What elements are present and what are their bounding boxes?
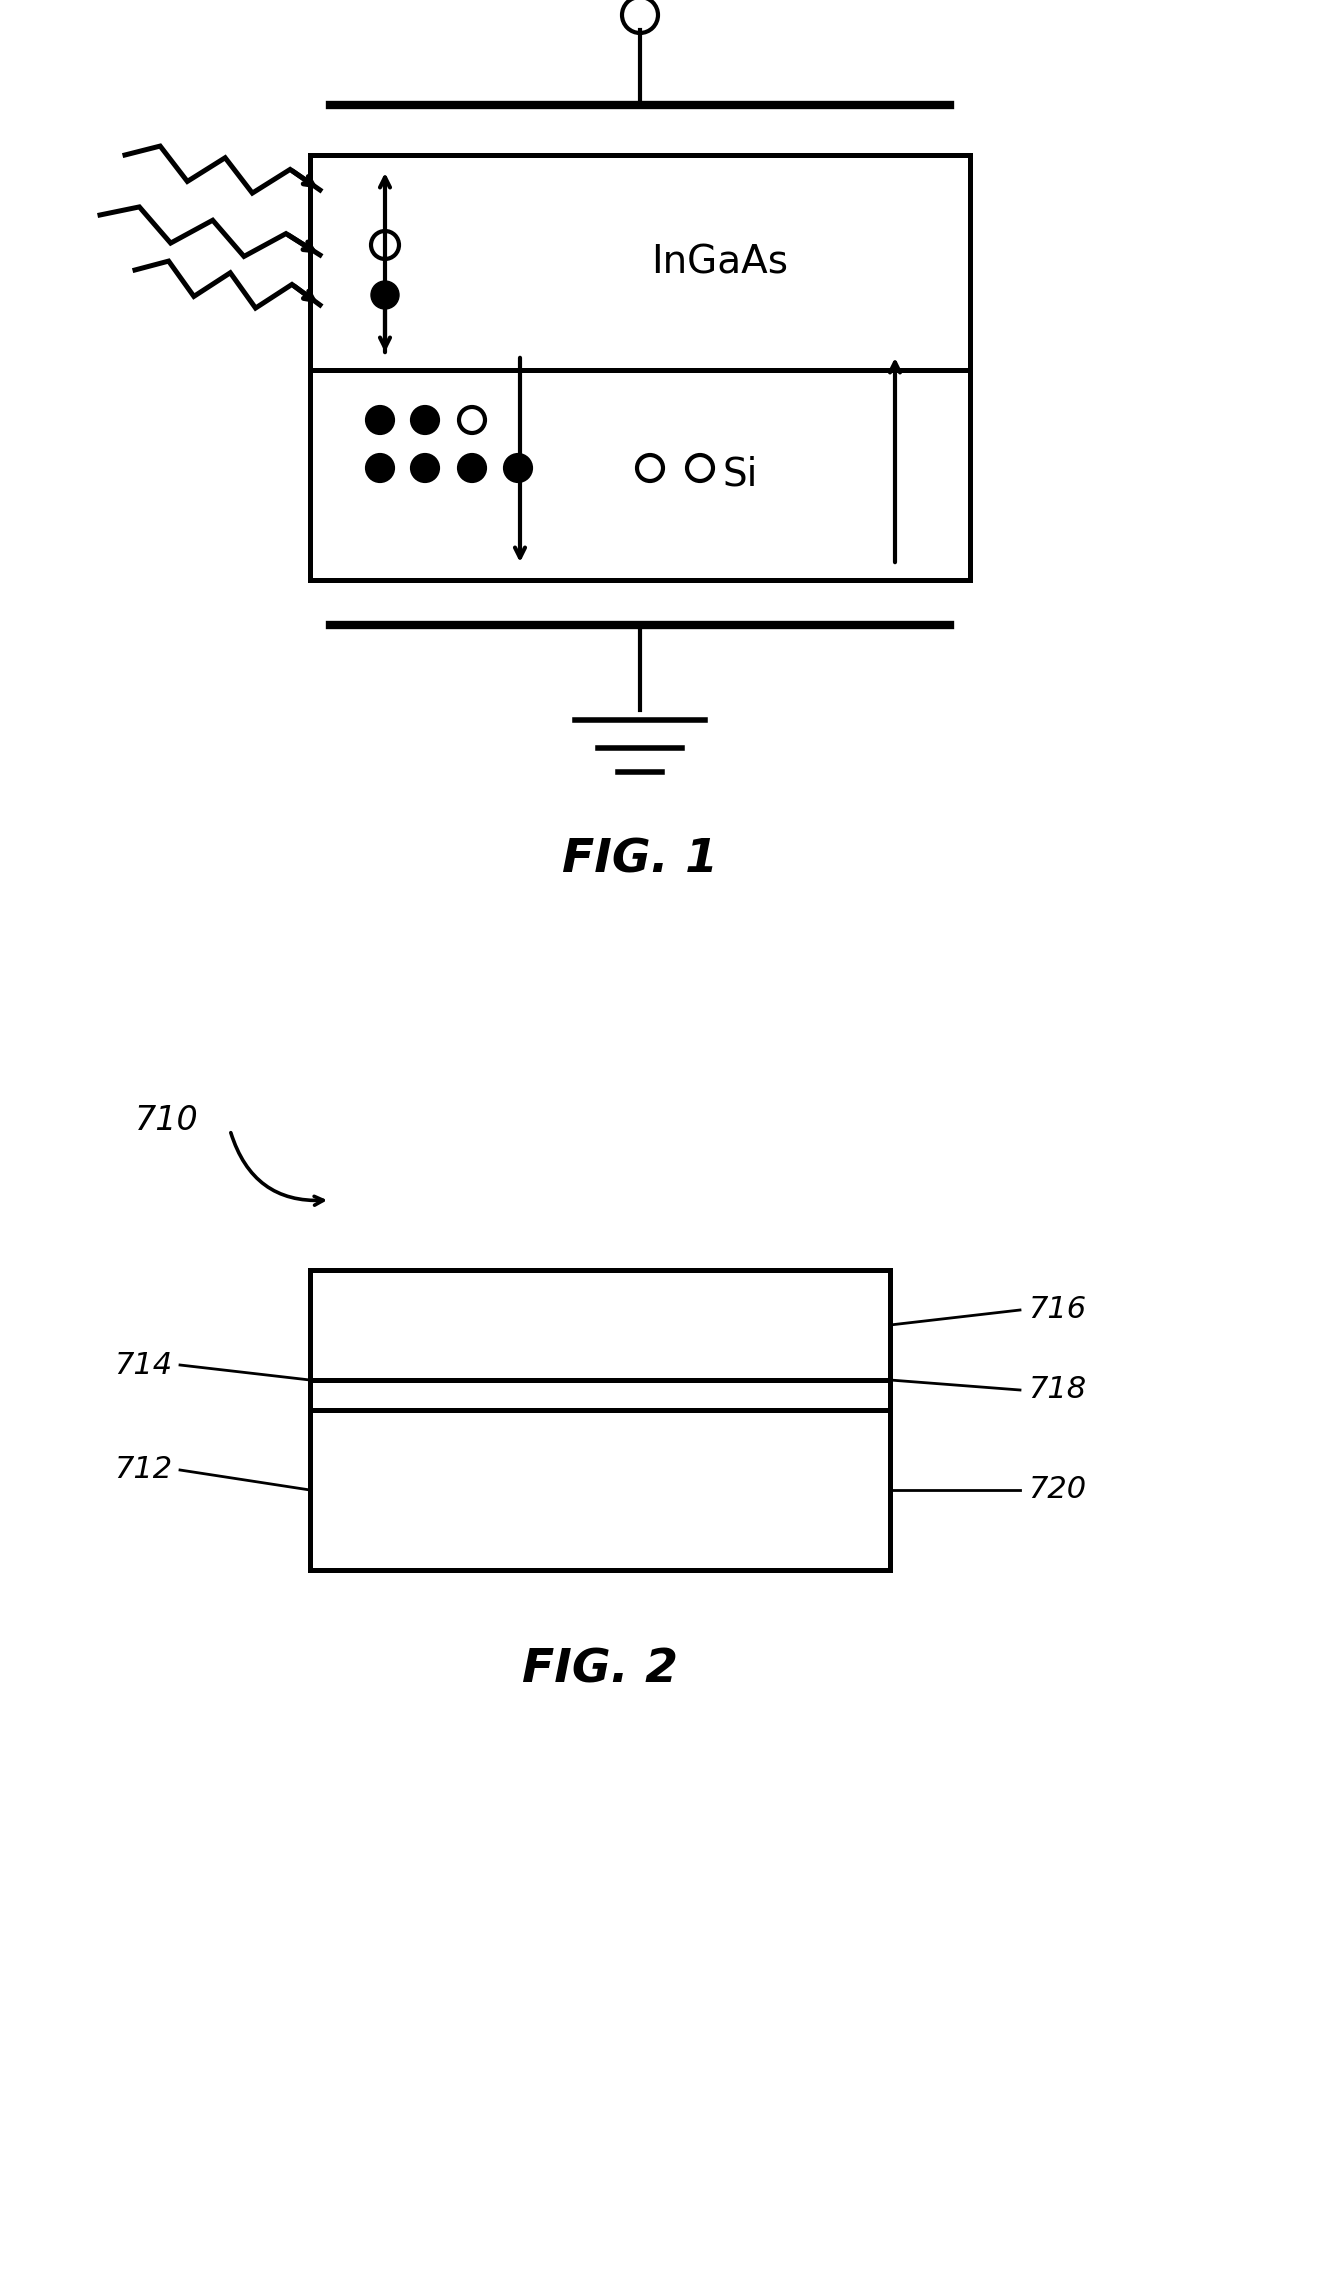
Text: 716: 716 <box>1028 1294 1086 1324</box>
Text: 720: 720 <box>1028 1475 1086 1504</box>
Circle shape <box>504 454 531 482</box>
Text: 714: 714 <box>114 1352 172 1379</box>
Text: Si: Si <box>723 457 757 493</box>
Bar <box>310 155 970 580</box>
Text: FIG. 1: FIG. 1 <box>562 838 717 884</box>
Circle shape <box>371 281 399 308</box>
Circle shape <box>367 454 393 482</box>
Text: FIG. 2: FIG. 2 <box>522 1648 677 1692</box>
Circle shape <box>459 454 484 482</box>
Text: InGaAs: InGaAs <box>651 244 788 281</box>
Circle shape <box>367 406 393 434</box>
Circle shape <box>413 406 438 434</box>
Text: 712: 712 <box>114 1457 172 1484</box>
Bar <box>310 1269 890 1571</box>
Text: 710: 710 <box>134 1103 198 1137</box>
Circle shape <box>413 454 438 482</box>
Text: 718: 718 <box>1028 1374 1086 1404</box>
